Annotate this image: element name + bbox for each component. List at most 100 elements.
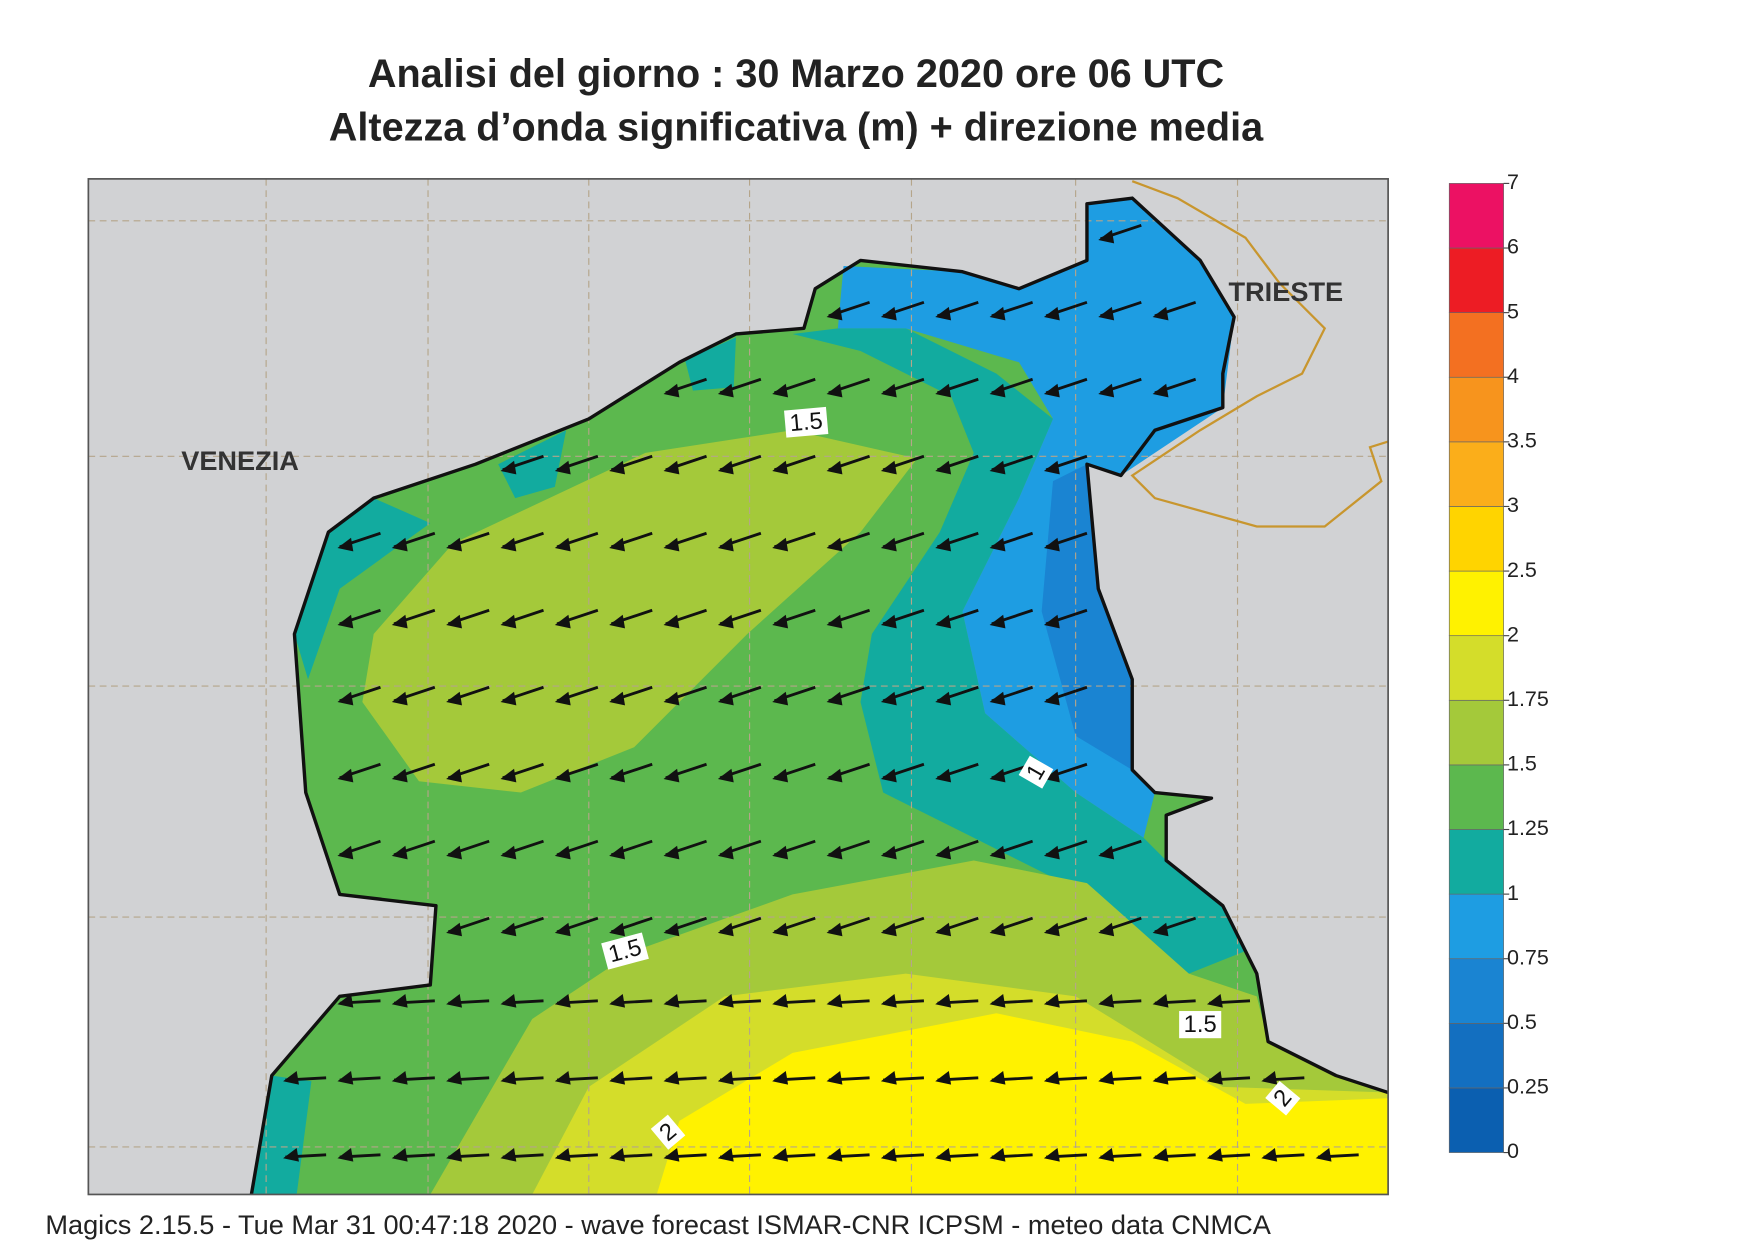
wave-arrow-head (337, 1071, 354, 1085)
wave-arrow-head (446, 614, 462, 629)
colorbar-segment (1448, 699, 1504, 766)
wave-arrow-head (717, 537, 734, 552)
colorbar-label: 5 (1507, 299, 1519, 323)
wave-arrow-head (500, 768, 517, 783)
wave-arrow-head (772, 614, 789, 629)
colorbar-label: 0.5 (1507, 1010, 1537, 1034)
wave-arrow-head (554, 845, 571, 860)
wave-arrow-head (337, 691, 354, 706)
wave-arrow-head (500, 537, 517, 552)
wave-arrow-head (826, 922, 843, 937)
wave-region (685, 337, 736, 391)
subtitle: Altezza d’onda significativa (m) + direz… (329, 105, 1264, 149)
wave-arrow-head (663, 691, 680, 706)
wave-arrow-head (1098, 845, 1115, 860)
wave-arrow-head (935, 306, 952, 321)
wave-arrow-head (772, 691, 789, 706)
wave-arrow-head (826, 1148, 843, 1162)
wave-arrow-head (989, 994, 1006, 1008)
wave-arrow-head (1098, 229, 1115, 244)
wave-arrow-head (989, 922, 1006, 937)
colorbar-segment (1448, 441, 1504, 507)
wave-arrow-head (663, 460, 680, 475)
wave-arrow-head (772, 1071, 789, 1085)
wave-arrow-head (935, 1071, 952, 1085)
wave-arrow-head (772, 922, 789, 937)
wave-arrow-head (935, 537, 952, 552)
wave-arrow-head (880, 537, 897, 552)
wave-region (294, 498, 431, 680)
wave-arrow-head (446, 691, 462, 706)
colorbar-segment (1448, 1087, 1504, 1153)
wave-arrow-head (446, 768, 462, 783)
contour-label-bg (650, 1114, 686, 1150)
wave-arrow-head (1098, 994, 1115, 1008)
wave-arrow-head (663, 922, 680, 937)
colorbar-segment (1448, 958, 1504, 1024)
contour-label: 1.5 (601, 932, 649, 970)
wave-arrow-head (337, 845, 354, 860)
sea-layer: 1.511.51.522 (88, 178, 1389, 1195)
contour-label: 1.5 (784, 406, 829, 438)
wave-arrow-head (826, 994, 843, 1008)
wave-arrow-head (663, 537, 680, 552)
wave-arrow-head (1098, 1148, 1115, 1162)
coastline (249, 196, 1389, 1195)
wave-arrow-head (500, 614, 517, 629)
wave-arrow-head (1043, 994, 1060, 1008)
wave-arrow-head (609, 1071, 626, 1085)
wave-arrow-head (663, 994, 680, 1008)
wave-arrow-head (772, 845, 789, 860)
wave-arrow-head (717, 1148, 734, 1162)
wave-arrow-head (935, 845, 952, 860)
wave-arrow-head (880, 614, 897, 629)
colorbar-segment (1448, 376, 1504, 443)
border-line (1130, 180, 1389, 528)
wave-arrow-head (554, 460, 571, 475)
wave-arrow-head (1098, 383, 1115, 398)
colorbar-label: 1.5 (1507, 752, 1537, 776)
wave-arrow-head (391, 768, 408, 783)
wave-arrow-head (717, 768, 734, 783)
wave-arrow-head (391, 691, 408, 706)
wave-arrow-head (663, 1148, 680, 1162)
wave-arrow-head (554, 614, 571, 629)
wave-arrow-head (989, 691, 1006, 706)
wave-arrow-head (826, 1071, 843, 1085)
wave-arrow-head (989, 1071, 1006, 1085)
contour-label-text: 1.5 (1184, 1011, 1217, 1038)
wave-arrow-head (1098, 922, 1115, 937)
wave-arrow-head (500, 460, 517, 475)
colorbar: 0 0.25 0.5 0.75 1 1.25 1.5 1.75 2 2.5 3 3.5 4 5 6 7 (1448, 170, 1549, 1163)
wave-arrow-head (500, 845, 517, 860)
wave-arrow-head (772, 994, 789, 1008)
wave-arrow-head (391, 537, 408, 552)
wave-arrow-head (772, 383, 789, 398)
wave-arrow-head (337, 994, 354, 1008)
wave-arrow-head (391, 1071, 408, 1085)
wave-arrow-head (446, 1148, 462, 1162)
wave-arrow-head (337, 537, 354, 552)
wave-arrow-head (826, 460, 843, 475)
contour-label-bg (1179, 1011, 1222, 1039)
wave-arrow-head (880, 768, 897, 783)
wave-arrow-head (663, 845, 680, 860)
wave-arrow-head (1043, 537, 1060, 552)
wave-arrow-head (554, 537, 571, 552)
wave-arrow-head (1152, 1148, 1169, 1162)
wave-arrow-head (880, 306, 897, 321)
wave-arrow-head (1152, 1071, 1169, 1085)
wave-arrow-head (717, 691, 734, 706)
colorbar-segment (1448, 247, 1504, 313)
wave-arrow-head (826, 691, 843, 706)
colorbar-segment (1448, 764, 1504, 830)
wave-arrow-head (554, 994, 571, 1008)
contour-label-bg (1018, 755, 1054, 789)
wave-arrow-head (1043, 691, 1060, 706)
wave-arrow-head (935, 994, 952, 1008)
wave-arrow-head (446, 994, 462, 1008)
wave-arrow-head (717, 1071, 734, 1085)
wave-arrow-head (772, 1148, 789, 1162)
wave-arrow-head (989, 460, 1006, 475)
wave-arrow-head (826, 768, 843, 783)
